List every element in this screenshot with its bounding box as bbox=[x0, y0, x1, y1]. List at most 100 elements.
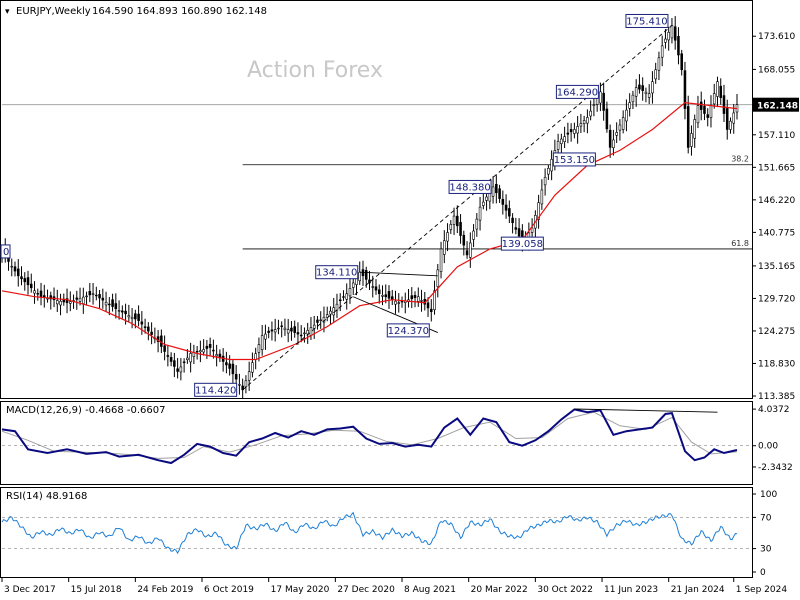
candle-body bbox=[264, 333, 267, 340]
candle-body bbox=[472, 230, 475, 240]
candle-body bbox=[26, 277, 30, 286]
candle-body bbox=[420, 300, 423, 302]
candle-body bbox=[605, 108, 609, 130]
candle-body bbox=[482, 201, 485, 206]
main-y-tick-label: 140.775 bbox=[758, 228, 795, 238]
current-price-badge bbox=[753, 97, 799, 112]
candle-body bbox=[540, 189, 544, 205]
candle-body bbox=[325, 314, 329, 318]
macd-panel-frame bbox=[0, 401, 753, 485]
candle-body bbox=[56, 300, 59, 305]
price-label-text: 164.290 bbox=[557, 87, 598, 98]
candle-body bbox=[508, 208, 511, 217]
candle-body bbox=[173, 360, 176, 367]
main-y-tick-label: 146.220 bbox=[758, 196, 795, 206]
candle-body bbox=[299, 334, 303, 337]
candle-body bbox=[147, 326, 150, 332]
candle-body bbox=[10, 265, 14, 268]
candle-body bbox=[75, 297, 79, 300]
candle-body bbox=[309, 327, 313, 336]
candle-body bbox=[368, 279, 371, 284]
candle-body bbox=[563, 136, 566, 142]
candle-body bbox=[599, 91, 602, 104]
candle-body bbox=[729, 120, 732, 130]
candle-body bbox=[95, 294, 98, 297]
price-label-box bbox=[448, 179, 492, 194]
x-tick-label: 24 Feb 2019 bbox=[137, 585, 193, 595]
candle-body bbox=[121, 310, 124, 313]
candle-body bbox=[130, 316, 134, 320]
candle-body bbox=[273, 329, 277, 333]
candle-body bbox=[625, 109, 628, 122]
candle-body bbox=[163, 345, 166, 352]
candle-body bbox=[342, 296, 345, 298]
candle-body bbox=[641, 85, 644, 91]
candle-body bbox=[699, 101, 703, 110]
candle-body bbox=[260, 335, 264, 350]
candle-body bbox=[290, 327, 293, 332]
candle-body bbox=[430, 308, 433, 312]
candle-body bbox=[628, 102, 631, 109]
trendline bbox=[359, 271, 438, 277]
macd-layer: 4.0372 0.00 -2.3432 bbox=[1, 405, 793, 473]
candle-body bbox=[39, 290, 43, 298]
candle-body bbox=[426, 302, 430, 309]
moving-average-layer bbox=[1, 101, 738, 361]
candle-body bbox=[638, 84, 641, 90]
candle-body bbox=[452, 215, 456, 225]
candle-body bbox=[673, 26, 677, 41]
main-y-tick-label: 129.720 bbox=[758, 294, 795, 304]
price-label-text: 148.380 bbox=[449, 182, 490, 193]
candle-body bbox=[647, 93, 651, 98]
candle-body bbox=[725, 108, 729, 130]
candle-body bbox=[400, 300, 404, 303]
candle-body bbox=[179, 366, 183, 373]
candle-body bbox=[582, 120, 586, 124]
rsi-y-tick-label: 70 bbox=[760, 513, 772, 523]
candle-body bbox=[117, 310, 121, 312]
candle-body bbox=[514, 227, 518, 230]
main-y-tick-label: 151.665 bbox=[758, 163, 795, 173]
candle-body bbox=[657, 57, 661, 71]
candle-body bbox=[615, 132, 618, 136]
rsi-y-tick-label: 100 bbox=[760, 490, 777, 500]
candle-body bbox=[36, 293, 40, 295]
candle-body bbox=[660, 45, 664, 58]
candle-body bbox=[82, 296, 85, 304]
candle-body bbox=[602, 92, 605, 111]
x-tick-label: 3 Dec 2017 bbox=[4, 585, 56, 595]
x-axis: 3 Dec 2017 15 Jul 2018 24 Feb 2019 6 Oct 20… bbox=[1, 578, 787, 595]
candle-body bbox=[608, 129, 612, 148]
candle-body bbox=[140, 321, 144, 325]
candle-body bbox=[436, 269, 440, 287]
candle-body bbox=[65, 298, 69, 304]
candle-body bbox=[69, 301, 72, 304]
candle-body bbox=[228, 363, 231, 369]
candle-body bbox=[589, 110, 592, 117]
chart-header-ohlc: 164.590 164.893 160.890 162.148 bbox=[92, 6, 267, 17]
candle-body bbox=[78, 297, 82, 302]
candle-body bbox=[351, 282, 355, 288]
candle-body bbox=[169, 357, 173, 362]
candle-body bbox=[338, 299, 342, 302]
rsi-y-tick-label: 0 bbox=[760, 568, 766, 578]
candle-body bbox=[465, 250, 469, 256]
candle-body bbox=[225, 362, 228, 366]
candle-body bbox=[621, 117, 625, 130]
candle-body bbox=[433, 290, 436, 311]
candle-body bbox=[205, 345, 209, 349]
price-label-text: 175.410 bbox=[626, 16, 667, 27]
candle-body bbox=[703, 105, 706, 114]
price-label-text: 153.150 bbox=[554, 155, 595, 166]
candle-body bbox=[443, 240, 446, 255]
candle-body bbox=[208, 344, 212, 348]
candle-body bbox=[166, 355, 170, 357]
candle-body bbox=[397, 302, 401, 304]
candle-body bbox=[644, 91, 648, 94]
candle-body bbox=[560, 138, 563, 145]
candle-body bbox=[495, 183, 498, 194]
x-tick-label: 21 Jan 2024 bbox=[671, 585, 725, 595]
price-labels: 175.410 164.290 153.150 148.380 139.058 134.1… bbox=[0, 13, 669, 397]
candle-body bbox=[384, 294, 388, 298]
candle-body bbox=[244, 380, 248, 388]
